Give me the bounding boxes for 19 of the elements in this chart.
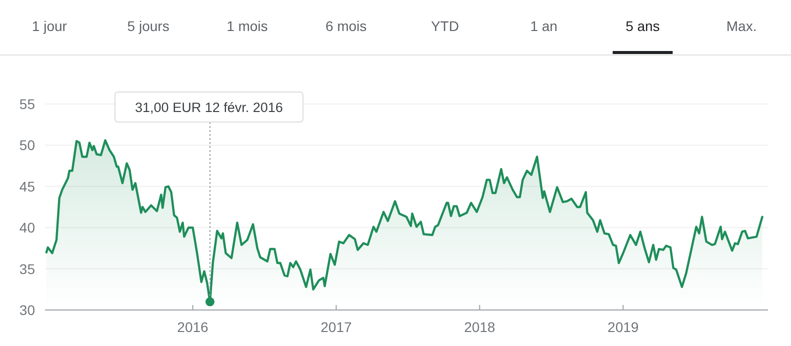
y-tick-label: 30: [19, 302, 36, 318]
x-tick-label: 2016: [177, 319, 209, 335]
y-tick-label: 35: [19, 260, 36, 277]
text: 6 mois: [325, 18, 367, 34]
text: 1 an: [530, 18, 558, 34]
x-tick-label: 2019: [608, 319, 639, 335]
text: 1 mois: [226, 18, 268, 34]
text: YTD: [430, 18, 459, 34]
x-tick-label: 2017: [320, 319, 352, 335]
text: 5 jours: [127, 18, 170, 34]
y-tick-label: 45: [19, 178, 36, 194]
y-tick-label: 50: [19, 137, 36, 154]
text: 1 jour: [32, 18, 68, 34]
text: 5 ans: [626, 18, 660, 34]
x-tick-label: 2018: [464, 319, 496, 335]
y-tick-label: 55: [19, 96, 36, 112]
y-tick-label: 40: [19, 220, 36, 236]
annotation: 31,00 EUR 12 févr. 2016: [135, 100, 283, 115]
text: Max.: [726, 18, 757, 34]
